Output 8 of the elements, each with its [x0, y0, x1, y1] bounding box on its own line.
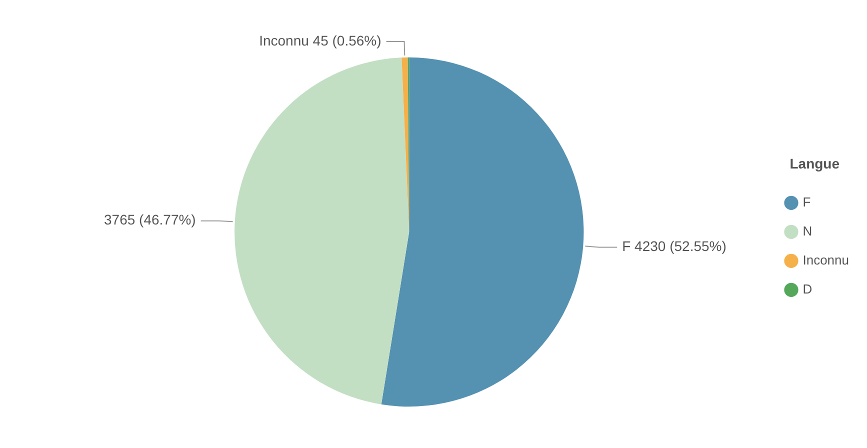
data-label: F 4230 (52.55%) — [622, 238, 726, 254]
legend-label: F — [802, 194, 811, 210]
data-label: Inconnu 45 (0.56%) — [259, 32, 382, 48]
legend-label: N — [802, 223, 812, 238]
legend-label: D — [802, 281, 812, 296]
data-label: 3765 (46.77%) — [104, 212, 196, 228]
legend-label: Inconnu — [802, 252, 850, 268]
legend-title: Langue — [790, 155, 840, 172]
